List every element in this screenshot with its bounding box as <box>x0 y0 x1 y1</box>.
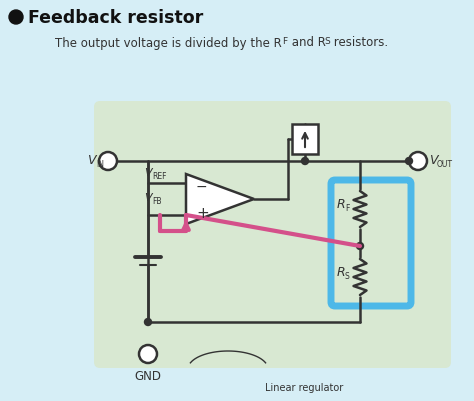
Text: GND: GND <box>135 369 162 382</box>
Text: S: S <box>345 272 350 281</box>
Polygon shape <box>186 174 254 225</box>
Circle shape <box>139 345 157 363</box>
Text: F: F <box>282 36 287 45</box>
Text: F: F <box>345 204 349 213</box>
Text: Feedback resistor: Feedback resistor <box>28 9 203 27</box>
Text: FB: FB <box>152 197 162 206</box>
Circle shape <box>301 158 309 165</box>
Text: −: − <box>196 180 208 194</box>
Circle shape <box>405 158 412 165</box>
Text: V: V <box>429 154 438 167</box>
Text: R: R <box>337 198 346 211</box>
Text: Linear regulator: Linear regulator <box>265 382 343 392</box>
Circle shape <box>356 243 364 250</box>
Text: V: V <box>144 168 152 178</box>
Circle shape <box>99 153 117 170</box>
Text: V: V <box>144 192 152 203</box>
Text: +: + <box>196 206 209 221</box>
Text: S: S <box>324 36 330 45</box>
Bar <box>292 125 318 155</box>
Text: R: R <box>337 266 346 279</box>
Text: V: V <box>88 154 96 167</box>
Text: OUT: OUT <box>437 160 453 169</box>
Circle shape <box>409 153 427 170</box>
Text: REF: REF <box>152 172 166 181</box>
Text: and R: and R <box>288 36 326 49</box>
Text: The output voltage is divided by the R: The output voltage is divided by the R <box>55 36 282 49</box>
Text: IN: IN <box>96 160 104 169</box>
Circle shape <box>145 319 152 326</box>
Text: resistors.: resistors. <box>330 36 388 49</box>
FancyBboxPatch shape <box>94 102 451 368</box>
Circle shape <box>9 11 23 25</box>
